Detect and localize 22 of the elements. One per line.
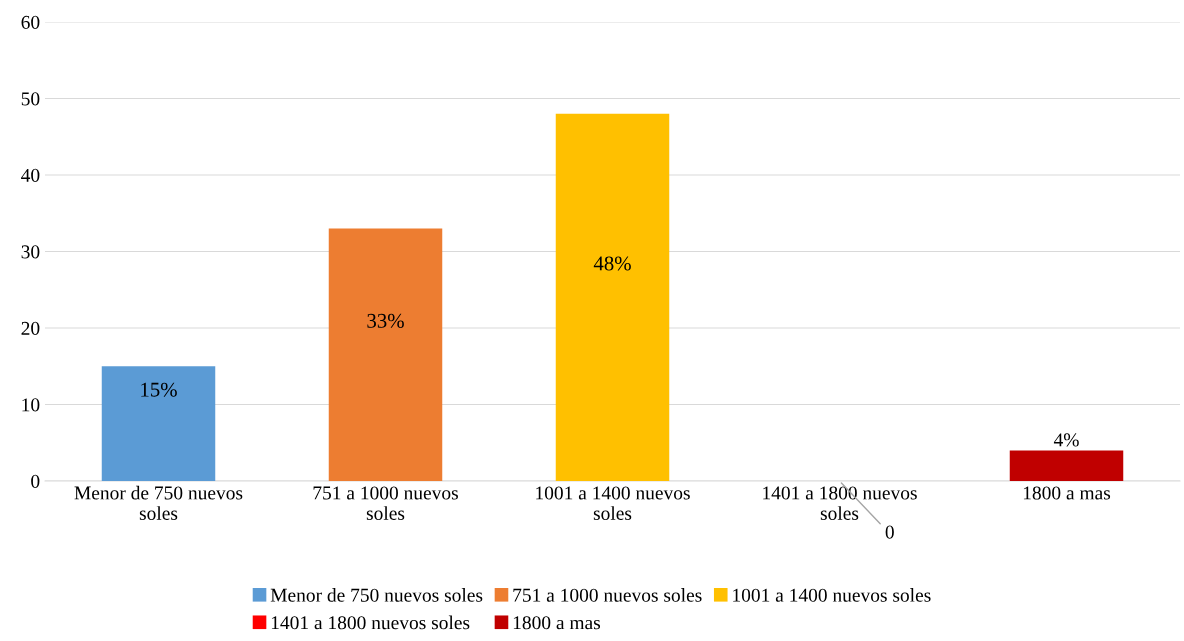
- legend-label: 1800 a mas: [513, 616, 601, 630]
- x-tick-label: Menor de 750 nuevos soles: [74, 485, 243, 520]
- data-label: 0: [885, 525, 894, 539]
- x-tick-label: 1401 a 1800 nuevos soles: [763, 486, 917, 520]
- legend-label: 1401 a 1800 nuevos soles: [271, 615, 470, 630]
- data-label: 4%: [1053, 433, 1079, 447]
- data-label: 48%: [593, 256, 631, 271]
- y-tick-label: 20: [21, 321, 40, 335]
- y-tick-label: 40: [21, 168, 40, 182]
- legend-label: 1001 a 1400 nuevos soles: [733, 588, 931, 602]
- y-tick-label: 50: [21, 92, 40, 106]
- y-tick-label: 0: [31, 474, 40, 488]
- data-label: 33%: [367, 313, 404, 328]
- legend-label: Menor de 750 nuevos soles: [270, 588, 483, 602]
- y-tick-label: 30: [21, 245, 40, 259]
- legend-label: 751 a 1000 nuevos soles: [513, 588, 702, 602]
- x-tick-label: 1001 a 1400 nuevos soles: [536, 486, 690, 520]
- y-tick-label: 60: [21, 15, 40, 29]
- x-tick-label: 1800 a mas: [1023, 486, 1111, 500]
- x-tick-label: 751 a 1000 nuevos soles: [313, 486, 458, 520]
- y-tick-label: 10: [22, 398, 40, 412]
- data-label: 15%: [141, 382, 177, 397]
